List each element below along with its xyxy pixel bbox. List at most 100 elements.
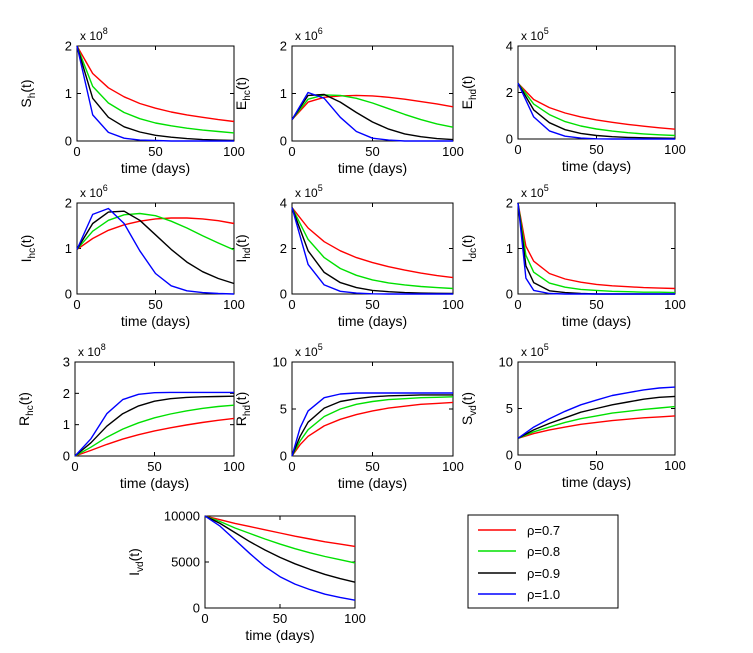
y-tick-label: 0 [280,134,287,149]
y-label-suffix: (t) [459,235,475,248]
series-line-Svd-09 [517,395,676,439]
axes-frame-Idc [517,202,676,295]
y-tick-label: 1 [65,241,72,256]
x-tick-label: 0 [514,458,521,473]
y-tick-label: 0 [63,449,70,464]
y-tick-label: 2 [506,196,513,211]
y-axis-label: Ihd(t) [233,234,253,262]
series-line-Ihd-07 [291,207,454,279]
y-tick-label: 3 [63,355,70,370]
series-line-Idc-08 [517,202,676,294]
y-tick-label: 0 [193,601,200,616]
y-label-suffix: (t) [459,76,475,89]
series-line-Rhc-08 [74,404,235,457]
y-label-suffix: (t) [18,235,34,248]
y-tick-label: 5000 [171,555,200,570]
x-tick-label: 0 [514,297,521,312]
multiplier-base: x 10 [295,186,318,200]
y-axis-label: Sh(t) [18,79,38,107]
series-line-Rhc-10 [74,391,234,457]
x-axis-label: time (days) [562,158,631,174]
y-label-main: R [233,416,249,426]
subplot-Ihd: 0 50 100 0 2 4 time (days) Ihd(t) x 105 [233,183,464,329]
y-label-suffix: (t) [233,392,249,405]
series-line-Ihc-09 [76,210,235,285]
y-label-subscript: dc [468,248,479,259]
y-tick-label: 0 [506,287,513,302]
x-tick-label: 100 [442,144,464,159]
y-label-subscript: hc [27,248,38,259]
series-line-Ivd-10 [204,515,356,601]
y-tick-label: 0 [506,448,513,463]
subplot-Ehd: 0 50 100 0 2 4 time (days) Ehd(t) x 105 [459,26,686,174]
y-label-main: I [126,572,142,576]
y-label-subscript: hc [242,90,253,101]
series-line-Svd-08 [517,405,676,439]
y-label-subscript: hc [25,405,36,416]
series-line-Rhd-07 [291,401,454,457]
multiplier-base: x 10 [80,29,103,43]
x-tick-label: 100 [664,458,686,473]
series-line-Ehc-09 [291,93,454,141]
y-tick-label: 10000 [164,509,200,524]
x-tick-label: 100 [664,142,686,157]
legend-label-rho-0-9: ρ=0.9 [527,566,560,581]
series-line-Sh-07 [76,45,235,123]
axis-multiplier: x 105 [295,342,323,359]
y-tick-label: 2 [280,241,287,256]
y-tick-label: 10 [499,355,513,370]
x-tick-label: 0 [73,144,80,159]
multiplier-exponent: 8 [101,342,106,352]
y-label-main: I [459,258,475,262]
multiplier-exponent: 5 [544,342,549,352]
y-label-main: I [233,259,249,263]
series-line-Rhc-09 [74,395,235,457]
y-label-suffix: (t) [18,79,34,92]
y-tick-label: 2 [63,386,70,401]
x-axis-label: time (days) [338,160,407,176]
x-tick-label: 50 [273,611,287,626]
y-label-main: S [459,416,475,425]
y-tick-label: 2 [506,85,513,100]
series-line-Ihd-09 [291,207,454,295]
series-line-Ihd-08 [291,207,454,290]
multiplier-base: x 10 [521,29,544,43]
y-label-suffix: (t) [459,392,475,405]
series-line-Ehc-07 [291,94,454,121]
multiplier-base: x 10 [295,345,318,359]
y-tick-label: 0 [65,134,72,149]
legend: ρ=0.7 ρ=0.8 ρ=0.9 ρ=1.0 [467,514,619,609]
x-tick-label: 0 [73,297,80,312]
y-label-main: R [16,416,32,426]
multiplier-exponent: 6 [103,183,108,193]
y-tick-label: 2 [65,39,72,54]
y-tick-label: 2 [280,39,287,54]
y-label-subscript: h [27,93,38,99]
axes-frame-Ehc [291,45,454,142]
x-tick-label: 100 [223,459,245,474]
y-axis-label: Rhd(t) [233,392,253,426]
x-tick-label: 0 [201,611,208,626]
y-tick-label: 0 [280,287,287,302]
series-line-Ehd-10 [517,82,675,140]
multiplier-exponent: 5 [544,26,549,36]
axis-multiplier: x 105 [521,342,549,359]
y-tick-label: 1 [65,86,72,101]
axis-multiplier: x 106 [80,183,108,200]
multiplier-exponent: 5 [318,342,323,352]
x-tick-label: 100 [442,459,464,474]
x-axis-label: time (days) [245,627,314,643]
multiplier-base: x 10 [295,29,318,43]
series-line-Idc-10 [517,202,675,295]
legend-label-rho-0-8: ρ=0.8 [527,544,560,559]
x-tick-label: 50 [365,459,379,474]
axes-frame-Sh [76,45,235,142]
multiplier-base: x 10 [80,186,103,200]
y-label-suffix: (t) [233,234,249,247]
y-label-main: S [18,98,34,107]
x-tick-label: 0 [514,142,521,157]
y-tick-label: 0 [65,287,72,302]
series-line-Idc-07 [517,202,676,290]
y-axis-label: Rhc(t) [16,392,36,426]
